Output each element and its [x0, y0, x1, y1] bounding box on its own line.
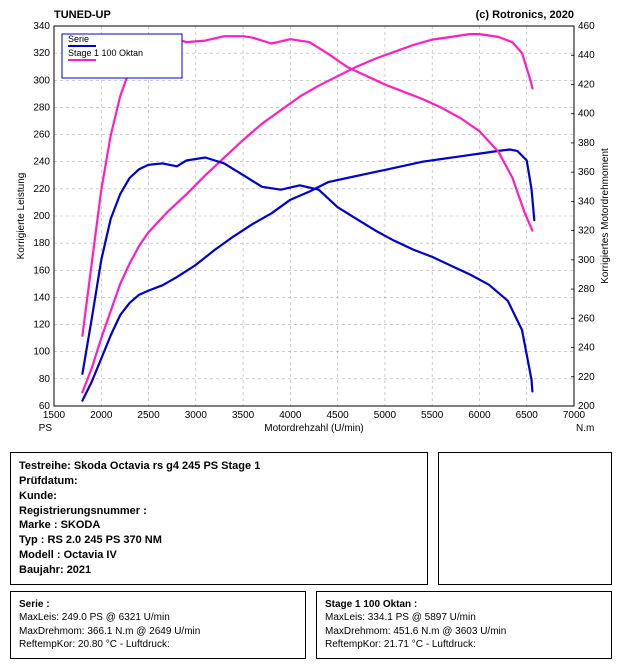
prufdatum-label: Prüfdatum:	[19, 475, 78, 487]
svg-text:340: 340	[33, 21, 50, 32]
svg-text:300: 300	[578, 255, 595, 266]
testreihe-value: Skoda Octavia rs g4 245 PS Stage 1	[74, 460, 260, 472]
vehicle-info-box: Testreihe: Skoda Octavia rs g4 245 PS St…	[10, 452, 428, 585]
svg-text:180: 180	[33, 238, 50, 249]
svg-text:300: 300	[33, 75, 50, 86]
marke-label: Marke :	[19, 519, 58, 531]
svg-text:2500: 2500	[137, 410, 160, 421]
marke-value: SKODA	[61, 519, 101, 531]
svg-text:220: 220	[578, 372, 595, 383]
svg-text:240: 240	[578, 343, 595, 354]
svg-text:6000: 6000	[468, 410, 491, 421]
svg-text:60: 60	[39, 401, 51, 412]
svg-text:4500: 4500	[327, 410, 350, 421]
svg-text:5000: 5000	[374, 410, 397, 421]
baujahr-value: 2021	[67, 564, 91, 576]
svg-text:Serie: Serie	[68, 34, 89, 44]
serie-title: Serie :	[19, 598, 297, 612]
testreihe-label: Testreihe:	[19, 460, 71, 472]
reg-label: Registrierungsnummer :	[19, 505, 147, 517]
svg-text:5500: 5500	[421, 410, 444, 421]
svg-text:200: 200	[33, 211, 50, 222]
empty-side-box	[438, 452, 612, 585]
svg-text:PS: PS	[39, 423, 53, 434]
svg-text:240: 240	[33, 157, 50, 168]
svg-text:Korrigiertes Motordrehmoment: Korrigiertes Motordrehmoment	[600, 148, 611, 284]
svg-text:200: 200	[578, 401, 595, 412]
svg-text:400: 400	[578, 109, 595, 120]
stage1-reftemp: ReftempKor: 21.71 °C - Luftdruck:	[325, 638, 603, 652]
svg-text:360: 360	[578, 167, 595, 178]
svg-text:Stage 1 100 Oktan: Stage 1 100 Oktan	[68, 48, 143, 58]
page-root: TUNED-UP(c) Rotronics, 20201500200025003…	[0, 0, 622, 670]
svg-text:6500: 6500	[516, 410, 539, 421]
svg-text:80: 80	[39, 374, 51, 385]
svg-text:2000: 2000	[90, 410, 113, 421]
svg-text:280: 280	[33, 102, 50, 113]
svg-text:440: 440	[578, 50, 595, 61]
svg-text:220: 220	[33, 184, 50, 195]
serie-reftemp: ReftempKor: 20.80 °C - Luftdruck:	[19, 638, 297, 652]
svg-text:260: 260	[33, 130, 50, 141]
stage1-summary-box: Stage 1 100 Oktan : MaxLeis: 334.1 PS @ …	[316, 591, 612, 659]
stage1-maxleis: MaxLeis: 334.1 PS @ 5897 U/min	[325, 611, 603, 625]
svg-text:4000: 4000	[279, 410, 302, 421]
svg-text:160: 160	[33, 265, 50, 276]
serie-maxdrehmom: MaxDrehmom: 366.1 N.m @ 2649 U/min	[19, 625, 297, 639]
svg-text:260: 260	[578, 313, 595, 324]
svg-text:380: 380	[578, 138, 595, 149]
stage1-title: Stage 1 100 Oktan :	[325, 598, 603, 612]
svg-text:TUNED-UP: TUNED-UP	[54, 9, 111, 21]
svg-text:100: 100	[33, 347, 50, 358]
serie-summary-box: Serie : MaxLeis: 249.0 PS @ 6321 U/min M…	[10, 591, 306, 659]
serie-maxleis: MaxLeis: 249.0 PS @ 6321 U/min	[19, 611, 297, 625]
svg-text:(c) Rotronics, 2020: (c) Rotronics, 2020	[476, 9, 574, 21]
svg-text:N.m: N.m	[576, 423, 594, 434]
dyno-chart: TUNED-UP(c) Rotronics, 20201500200025003…	[10, 6, 612, 441]
kunde-label: Kunde:	[19, 490, 57, 502]
stage1-maxdrehmom: MaxDrehmom: 451.6 N.m @ 3603 U/min	[325, 625, 603, 639]
svg-text:Motordrehzahl (U/min): Motordrehzahl (U/min)	[264, 423, 363, 434]
chart-svg: TUNED-UP(c) Rotronics, 20201500200025003…	[10, 6, 612, 441]
modell-value: Octavia IV	[64, 549, 117, 561]
typ-label: Typ :	[19, 534, 44, 546]
svg-text:3500: 3500	[232, 410, 255, 421]
svg-text:280: 280	[578, 284, 595, 295]
svg-text:140: 140	[33, 292, 50, 303]
info-panels: Testreihe: Skoda Octavia rs g4 245 PS St…	[10, 452, 612, 659]
svg-text:Korrigierte Leistung: Korrigierte Leistung	[16, 173, 27, 260]
svg-text:320: 320	[578, 226, 595, 237]
baujahr-label: Baujahr:	[19, 564, 64, 576]
svg-text:420: 420	[578, 79, 595, 90]
svg-text:460: 460	[578, 21, 595, 32]
modell-label: Modell :	[19, 549, 61, 561]
svg-text:320: 320	[33, 48, 50, 59]
svg-text:3000: 3000	[185, 410, 208, 421]
svg-text:120: 120	[33, 320, 50, 331]
svg-text:340: 340	[578, 196, 595, 207]
typ-value: RS 2.0 245 PS 370 NM	[48, 534, 162, 546]
